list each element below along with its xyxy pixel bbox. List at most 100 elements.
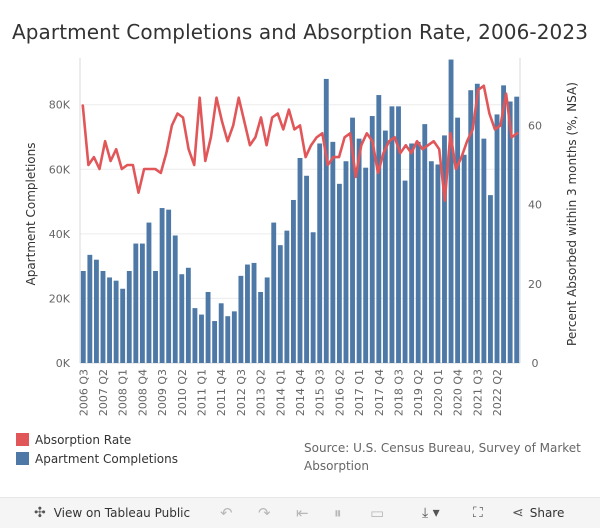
x-axis-tick-label: 2018 Q3 [393, 369, 406, 416]
bar-completions [245, 264, 250, 363]
bar-completions [422, 124, 428, 363]
right-axis-tick-label: 40 [528, 199, 542, 212]
x-axis-tick-label: 2014 Q4 [294, 369, 307, 416]
bar-completions [514, 96, 520, 363]
bar-completions [199, 314, 204, 363]
redo-icon[interactable]: ↷ [258, 504, 271, 522]
bar-completions [80, 270, 86, 363]
bar-completions [251, 262, 257, 363]
bar-completions [389, 106, 395, 363]
x-axis-tick-label: 2022 Q2 [491, 369, 504, 416]
bar-completions [179, 274, 185, 363]
right-axis-tick-label: 60 [528, 119, 542, 132]
bar-completions [304, 175, 309, 363]
bar-completions [166, 209, 172, 363]
bar-completions [271, 222, 277, 363]
bar-completions [205, 291, 211, 363]
left-axis-tick-label: 60K [49, 163, 71, 176]
x-axis-tick-label: 2017 Q1 [353, 369, 366, 416]
bar-completions [330, 141, 336, 363]
bar-completions [336, 183, 342, 363]
right-axis-tick-label: 0 [532, 357, 539, 370]
left-axis-tick-label: 20K [49, 292, 71, 305]
bar-completions [310, 232, 316, 363]
bar-completions [402, 180, 408, 363]
bar-completions [159, 208, 165, 363]
legend-swatch-completions [16, 452, 29, 465]
right-axis-tick-label: 80 [528, 50, 542, 53]
legend: Absorption Rate Apartment Completions [16, 430, 178, 468]
x-axis-tick-label: 2006 Q3 [77, 369, 90, 416]
bar-completions [100, 270, 106, 363]
chart-title: Apartment Completions and Absorption Rat… [11, 20, 589, 44]
legend-item-completions[interactable]: Apartment Completions [16, 449, 178, 468]
bar-completions [126, 270, 132, 363]
x-axis-tick-label: 2012 Q3 [235, 369, 248, 416]
bar-completions [468, 90, 474, 363]
x-axis-tick-label: 2010 Q2 [176, 369, 189, 416]
bar-completions [323, 78, 329, 364]
bar-completions [185, 267, 191, 363]
bar-completions [343, 161, 349, 363]
x-axis-tick-label: 2020 Q1 [432, 369, 445, 416]
bar-completions [507, 101, 513, 363]
bar-completions [225, 316, 231, 363]
bar-completions [442, 135, 447, 363]
x-axis-tick-label: 2014 Q1 [274, 369, 287, 416]
bar-completions [258, 291, 264, 363]
x-axis-tick-label: 2011 Q1 [195, 369, 208, 416]
fullscreen-preview-icon[interactable]: ▭ [370, 504, 385, 522]
bar-completions [231, 311, 237, 363]
x-axis-tick-label: 2007 Q2 [97, 369, 110, 416]
legend-item-absorption[interactable]: Absorption Rate [16, 430, 178, 449]
bar-completions [218, 303, 224, 363]
bar-completions [461, 154, 467, 363]
view-on-tableau-link[interactable]: ✣ View on Tableau Public [34, 498, 190, 528]
download-icon[interactable]: ⤓ ▾ [422, 505, 440, 521]
legend-label-completions: Apartment Completions [35, 451, 178, 466]
x-axis-tick-label: 2019 Q2 [412, 369, 425, 416]
bar-completions [488, 195, 493, 363]
bar-completions [107, 277, 112, 363]
bar-completions [87, 254, 93, 363]
view-on-tableau-label: View on Tableau Public [53, 506, 191, 520]
x-axis-tick-label: 2013 Q2 [255, 369, 268, 416]
bar-completions [363, 167, 369, 363]
undo-icon[interactable]: ↶ [220, 504, 233, 522]
revert-icon[interactable]: ⇤ [296, 504, 309, 522]
bar-completions [120, 288, 126, 363]
source-note: Source: U.S. Census Bureau, Survey of Ma… [304, 441, 581, 473]
bar-completions [317, 143, 323, 363]
bar-completions [415, 141, 421, 363]
fullscreen-icon[interactable]: ⛶ [473, 505, 483, 521]
bar-completions [277, 245, 283, 363]
share-button[interactable]: ⋖ Share [512, 498, 564, 528]
pause-icon[interactable]: ⏸ [334, 504, 342, 522]
bar-completions [494, 114, 500, 363]
x-axis-tick-label: 2011 Q4 [215, 369, 228, 416]
bar-completions [474, 83, 480, 363]
bar-completions [455, 117, 461, 363]
bar-completions [369, 116, 375, 363]
left-axis-tick-label: 0K [56, 357, 71, 370]
bar-completions [153, 270, 158, 363]
x-axis-tick-label: 2009 Q3 [156, 369, 169, 416]
legend-swatch-absorption [16, 433, 29, 446]
bar-completions [139, 243, 145, 363]
tableau-logo-icon: ✣ [34, 505, 46, 521]
left-axis-tick-label: 40K [49, 228, 71, 241]
share-icon: ⋖ [512, 505, 524, 521]
bar-completions [356, 138, 362, 363]
bar-completions [350, 117, 355, 363]
bar-completions [428, 161, 434, 363]
right-axis-tick-label: 20 [528, 278, 542, 291]
bar-completions [146, 222, 152, 363]
bar-completions [481, 138, 487, 363]
bar-completions [192, 308, 198, 363]
chart-area: 0K 20K 40K 60K 80K 0 20 40 60 80 2006 Q3 2007 Q2 200… [24, 50, 579, 416]
legend-label-absorption: Absorption Rate [35, 432, 132, 447]
bar-completions [297, 158, 303, 363]
bar-completions [93, 259, 99, 363]
right-axis-title: Percent Absorbed within 3 months (%, NSA… [565, 82, 579, 346]
x-axis-tick-label: 2017 Q4 [373, 369, 386, 416]
